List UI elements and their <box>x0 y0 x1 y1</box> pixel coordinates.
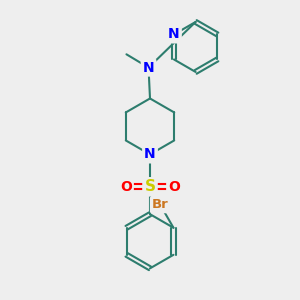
Text: N: N <box>168 27 180 41</box>
Text: O: O <box>168 180 180 194</box>
Text: N: N <box>143 61 154 75</box>
Text: O: O <box>120 180 132 194</box>
Text: S: S <box>145 179 155 194</box>
Text: N: N <box>144 147 156 161</box>
Text: Br: Br <box>152 198 169 211</box>
